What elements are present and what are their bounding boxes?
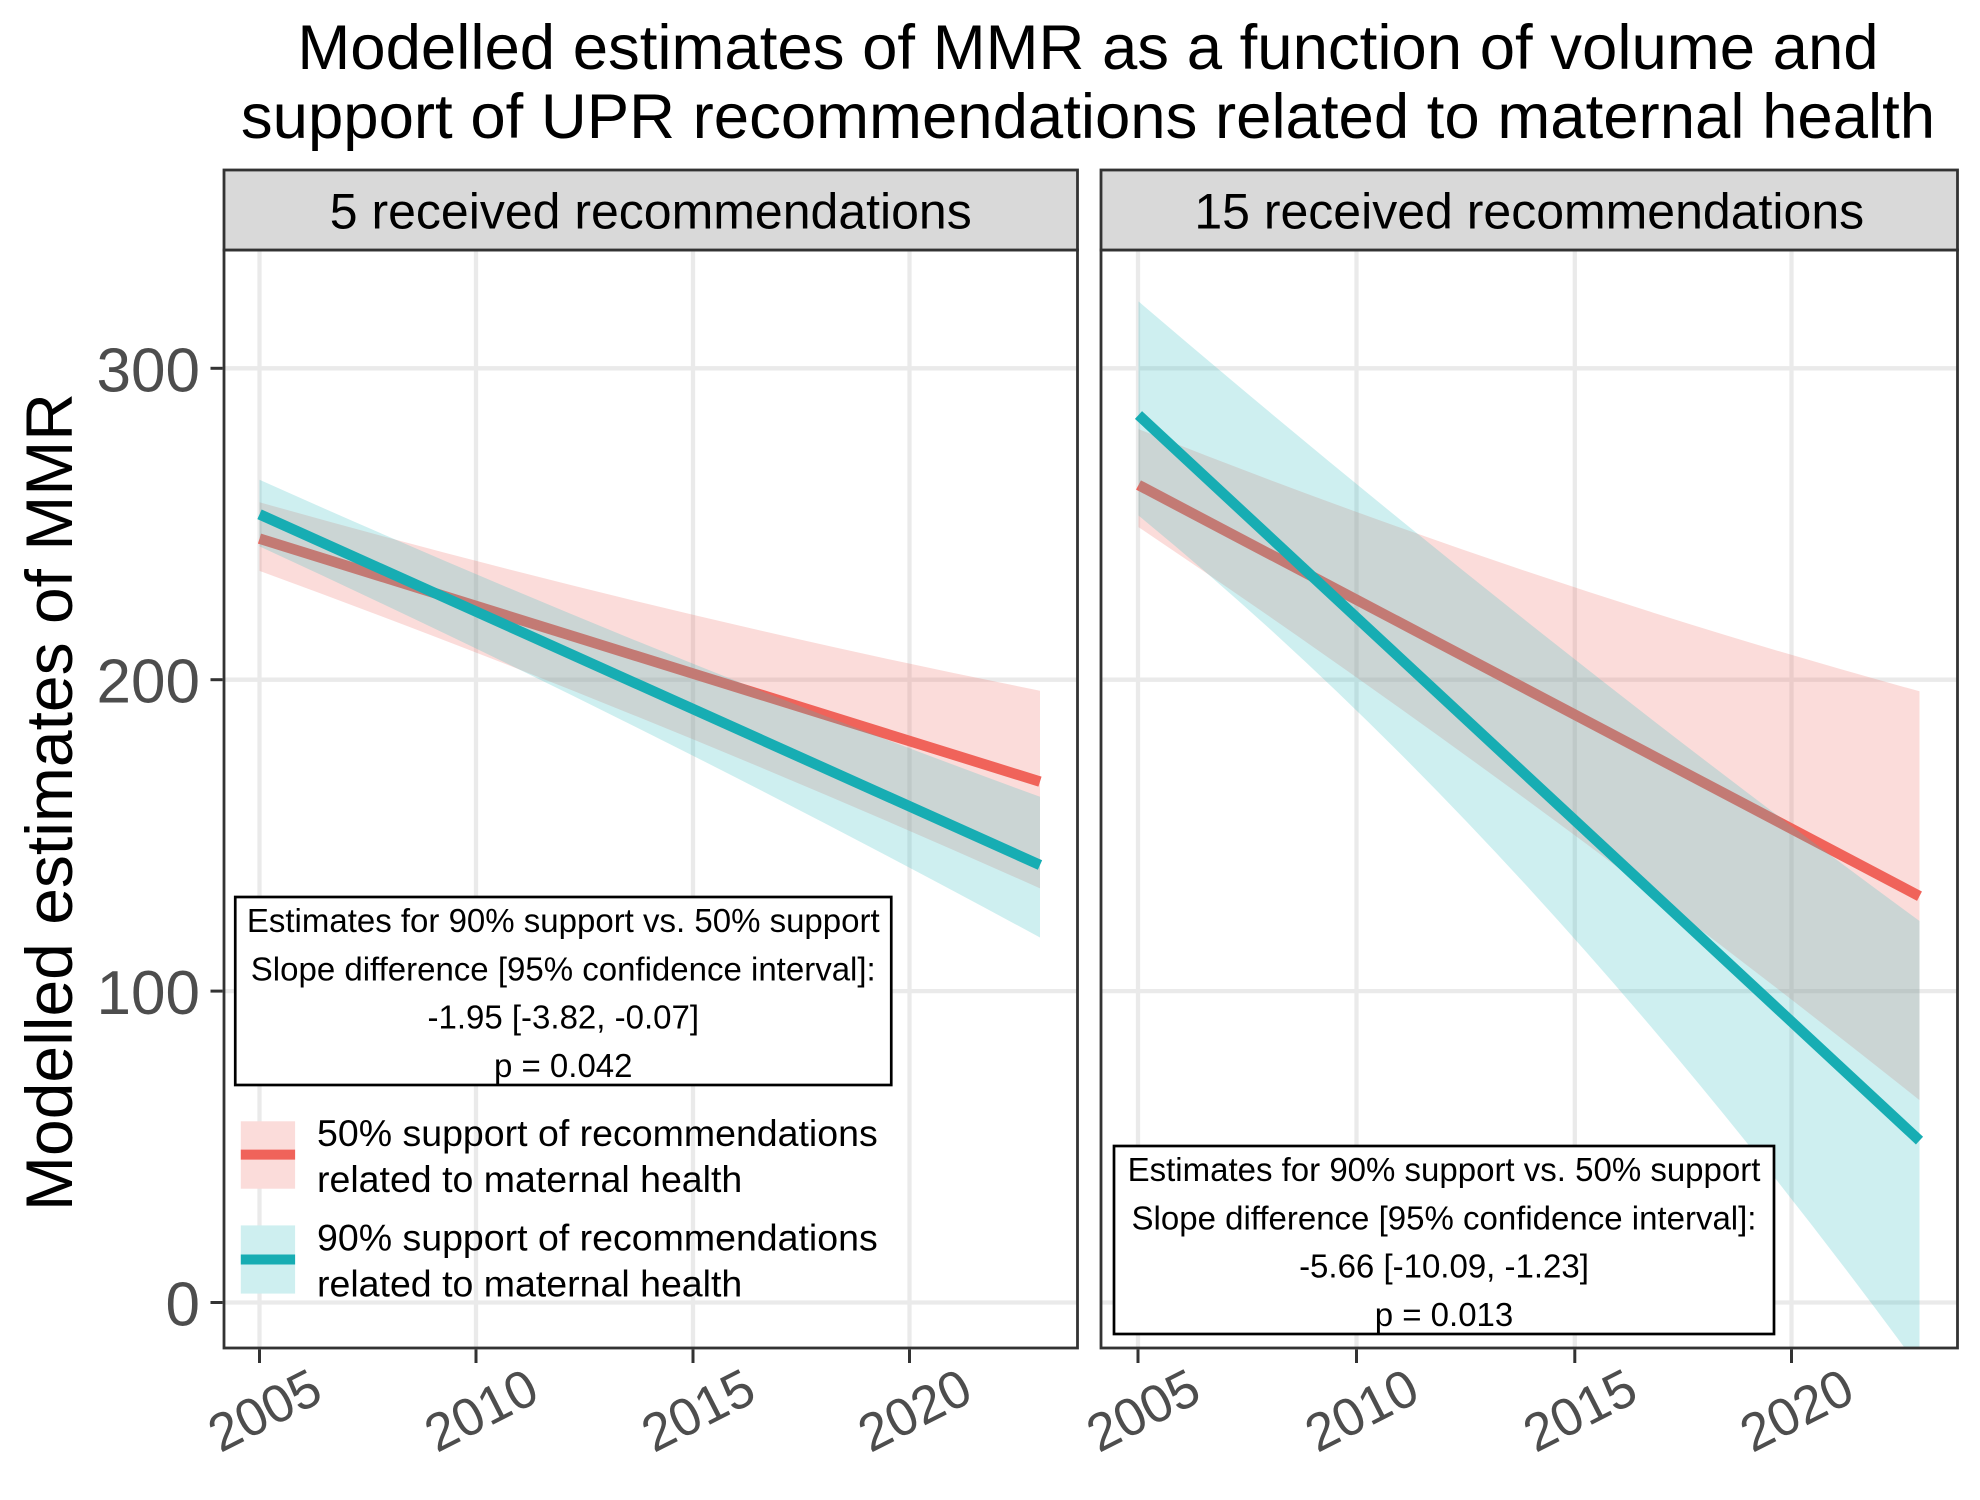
svg-text:p = 0.013: p = 0.013 bbox=[1375, 1296, 1514, 1333]
svg-text:Estimates for 90% support vs.: Estimates for 90% support vs. 50% suppor… bbox=[1128, 1151, 1761, 1188]
svg-text:5 received recommendations: 5 received recommendations bbox=[330, 184, 972, 240]
svg-text:Modelled estimates of MMR: Modelled estimates of MMR bbox=[12, 393, 86, 1211]
svg-text:related to maternal health: related to maternal health bbox=[317, 1262, 742, 1304]
svg-text:50% support of recommendations: 50% support of recommendations bbox=[317, 1112, 878, 1154]
svg-text:support of UPR recommendations: support of UPR recommendations related t… bbox=[241, 82, 1935, 152]
svg-text:related to maternal health: related to maternal health bbox=[317, 1158, 742, 1200]
svg-text:100: 100 bbox=[97, 959, 200, 1028]
svg-text:p = 0.042: p = 0.042 bbox=[494, 1047, 633, 1084]
svg-text:300: 300 bbox=[97, 336, 200, 405]
svg-text:0: 0 bbox=[166, 1271, 200, 1340]
svg-text:Slope difference [95% confiden: Slope difference [95% confidence interva… bbox=[1132, 1199, 1757, 1236]
svg-text:-1.95 [-3.82, -0.07]: -1.95 [-3.82, -0.07] bbox=[428, 999, 700, 1036]
svg-text:200: 200 bbox=[97, 648, 200, 717]
svg-text:Estimates for 90% support vs.: Estimates for 90% support vs. 50% suppor… bbox=[247, 902, 880, 939]
svg-text:90% support of recommendations: 90% support of recommendations bbox=[317, 1216, 878, 1258]
svg-text:15 received recommendations: 15 received recommendations bbox=[1194, 184, 1864, 240]
svg-text:Slope difference [95% confiden: Slope difference [95% confidence interva… bbox=[251, 950, 876, 987]
svg-text:-5.66 [-10.09, -1.23]: -5.66 [-10.09, -1.23] bbox=[1299, 1248, 1589, 1285]
svg-text:Modelled estimates of MMR as a: Modelled estimates of MMR as a function … bbox=[297, 13, 1878, 83]
